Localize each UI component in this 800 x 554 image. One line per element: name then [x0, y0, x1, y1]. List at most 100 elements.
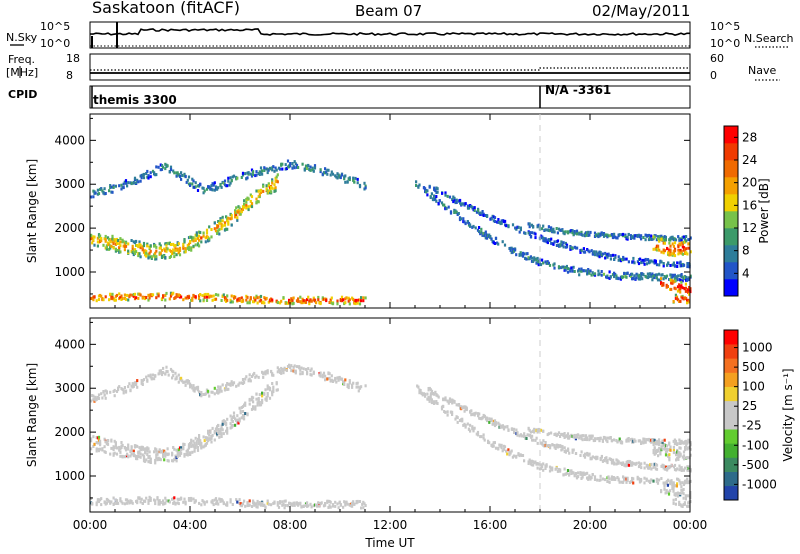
velocity-echo-band-2	[90, 381, 279, 465]
power-cell	[580, 230, 583, 234]
velocity-cell	[298, 366, 301, 370]
power-cell	[182, 242, 185, 246]
velocity-cell	[596, 478, 599, 482]
velocity-cell	[270, 369, 273, 373]
power-cell	[533, 258, 536, 262]
power-cell	[453, 208, 456, 212]
power-cell	[360, 296, 363, 300]
power-cell	[291, 166, 294, 170]
velocity-cell	[586, 438, 589, 442]
power-cell	[587, 268, 590, 271]
power-cell	[227, 176, 230, 180]
velocity-cell	[343, 383, 346, 386]
power-cell	[654, 246, 657, 250]
velocity-cell	[91, 394, 94, 397]
velocity-cell	[272, 390, 275, 393]
power-cell	[660, 281, 663, 285]
velocity-cell	[689, 453, 692, 457]
velocity-cell	[605, 438, 608, 442]
cpid-label: CPID	[8, 88, 38, 101]
velocity-cell	[418, 391, 421, 395]
power-cell	[140, 176, 143, 180]
power-cell	[124, 241, 128, 245]
power-cell	[104, 295, 107, 299]
velocity-cell	[254, 502, 257, 506]
velocity-cell	[255, 392, 258, 396]
power-cell	[672, 300, 675, 303]
power-cell	[131, 247, 134, 251]
power-cell	[424, 187, 427, 191]
power-cell	[664, 276, 667, 280]
velocity-cell	[136, 379, 139, 383]
power-cell	[289, 164, 292, 168]
power-cell	[137, 292, 140, 296]
velocity-cell	[297, 502, 300, 506]
velocity-cell	[256, 505, 259, 509]
velocity-cell	[272, 501, 275, 505]
velocity-cell	[343, 380, 346, 384]
power-cell	[426, 193, 429, 197]
power-cell	[608, 270, 611, 274]
power-cell	[216, 232, 219, 235]
velocity-cell	[614, 478, 617, 481]
power-cell	[91, 236, 94, 240]
power-cell	[362, 299, 365, 303]
velocity-cell	[114, 443, 117, 447]
power-cell	[157, 292, 160, 296]
velocity-cell	[596, 437, 599, 441]
velocity-cell	[508, 453, 511, 457]
power-cell	[145, 251, 148, 255]
velocity-cell	[252, 407, 255, 411]
velocity-cell	[586, 453, 589, 457]
power-cell	[463, 220, 466, 224]
velocity-cell	[217, 428, 220, 431]
velocity-cell	[196, 448, 200, 452]
velocity-cell	[645, 478, 648, 482]
velocity-cell	[180, 451, 183, 455]
power-cell	[165, 243, 168, 247]
power-cell	[653, 235, 656, 239]
power-cell	[312, 169, 315, 173]
velocity-cell	[226, 503, 229, 507]
power-cell	[662, 248, 665, 252]
power-cell	[638, 277, 642, 281]
power-cell	[510, 246, 513, 250]
power-cell	[186, 178, 189, 182]
velocity-cell	[561, 447, 564, 451]
power-cell	[273, 183, 276, 187]
power-cell	[267, 300, 270, 304]
velocity-cell	[475, 432, 478, 436]
velocity-cell	[339, 503, 342, 506]
velocity-cell	[194, 436, 197, 440]
velocity-cell	[684, 448, 687, 452]
velocity-cell	[183, 454, 186, 458]
power-cell	[571, 231, 574, 235]
velocity-cell	[119, 454, 122, 458]
power-ytick-label: 1000	[54, 265, 85, 279]
velocity-cell	[182, 500, 185, 504]
power-cell	[519, 228, 522, 232]
velocity-cell	[658, 441, 661, 444]
power-cell	[217, 224, 220, 228]
velocity-cell	[669, 448, 672, 452]
velocity-cell	[218, 432, 221, 436]
power-cell	[666, 247, 669, 251]
velocity-cell	[356, 499, 359, 503]
power-cell	[631, 260, 634, 264]
power-cell	[613, 275, 616, 279]
power-cell	[544, 228, 547, 232]
power-cell	[632, 256, 635, 260]
velocity-cell	[141, 502, 144, 505]
velocity-cell	[226, 501, 229, 505]
power-cell	[472, 224, 475, 228]
power-cell	[200, 236, 203, 240]
xtick-label: 00:00	[73, 518, 108, 532]
velocity-cell	[276, 388, 279, 392]
power-cell	[199, 183, 202, 187]
power-cell	[658, 248, 661, 252]
power-cell	[279, 167, 282, 171]
velocity-cell	[154, 461, 157, 465]
power-cell	[556, 239, 560, 243]
power-cell	[135, 296, 138, 300]
velocity-cell	[198, 501, 201, 505]
